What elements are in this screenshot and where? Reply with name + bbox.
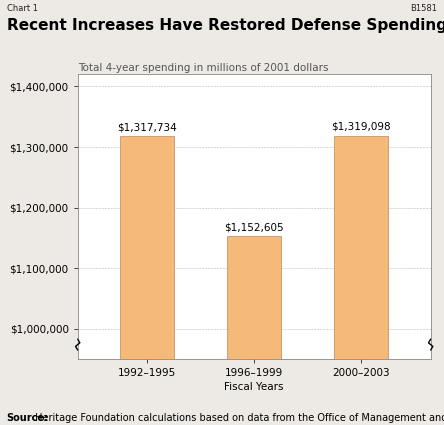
Bar (120, 136, 174, 359)
Text: $1,319,098: $1,319,098 (331, 121, 391, 131)
Text: Chart 1: Chart 1 (7, 4, 38, 13)
Text: B1581: B1581 (410, 4, 437, 13)
Text: Recent Increases Have Restored Defense Spending to Early-1990s Levels: Recent Increases Have Restored Defense S… (7, 18, 444, 33)
Text: Source:: Source: (7, 413, 49, 423)
Text: Total 4-year spending in millions of 2001 dollars: Total 4-year spending in millions of 200… (78, 63, 328, 73)
Text: $1,152,605: $1,152,605 (224, 222, 284, 232)
Bar (334, 136, 388, 359)
X-axis label: Fiscal Years: Fiscal Years (224, 382, 284, 392)
Text: $1,317,734: $1,317,734 (117, 122, 177, 132)
Text: Heritage Foundation calculations based on data from the Office of Management and: Heritage Foundation calculations based o… (32, 413, 444, 423)
Bar (227, 236, 281, 359)
